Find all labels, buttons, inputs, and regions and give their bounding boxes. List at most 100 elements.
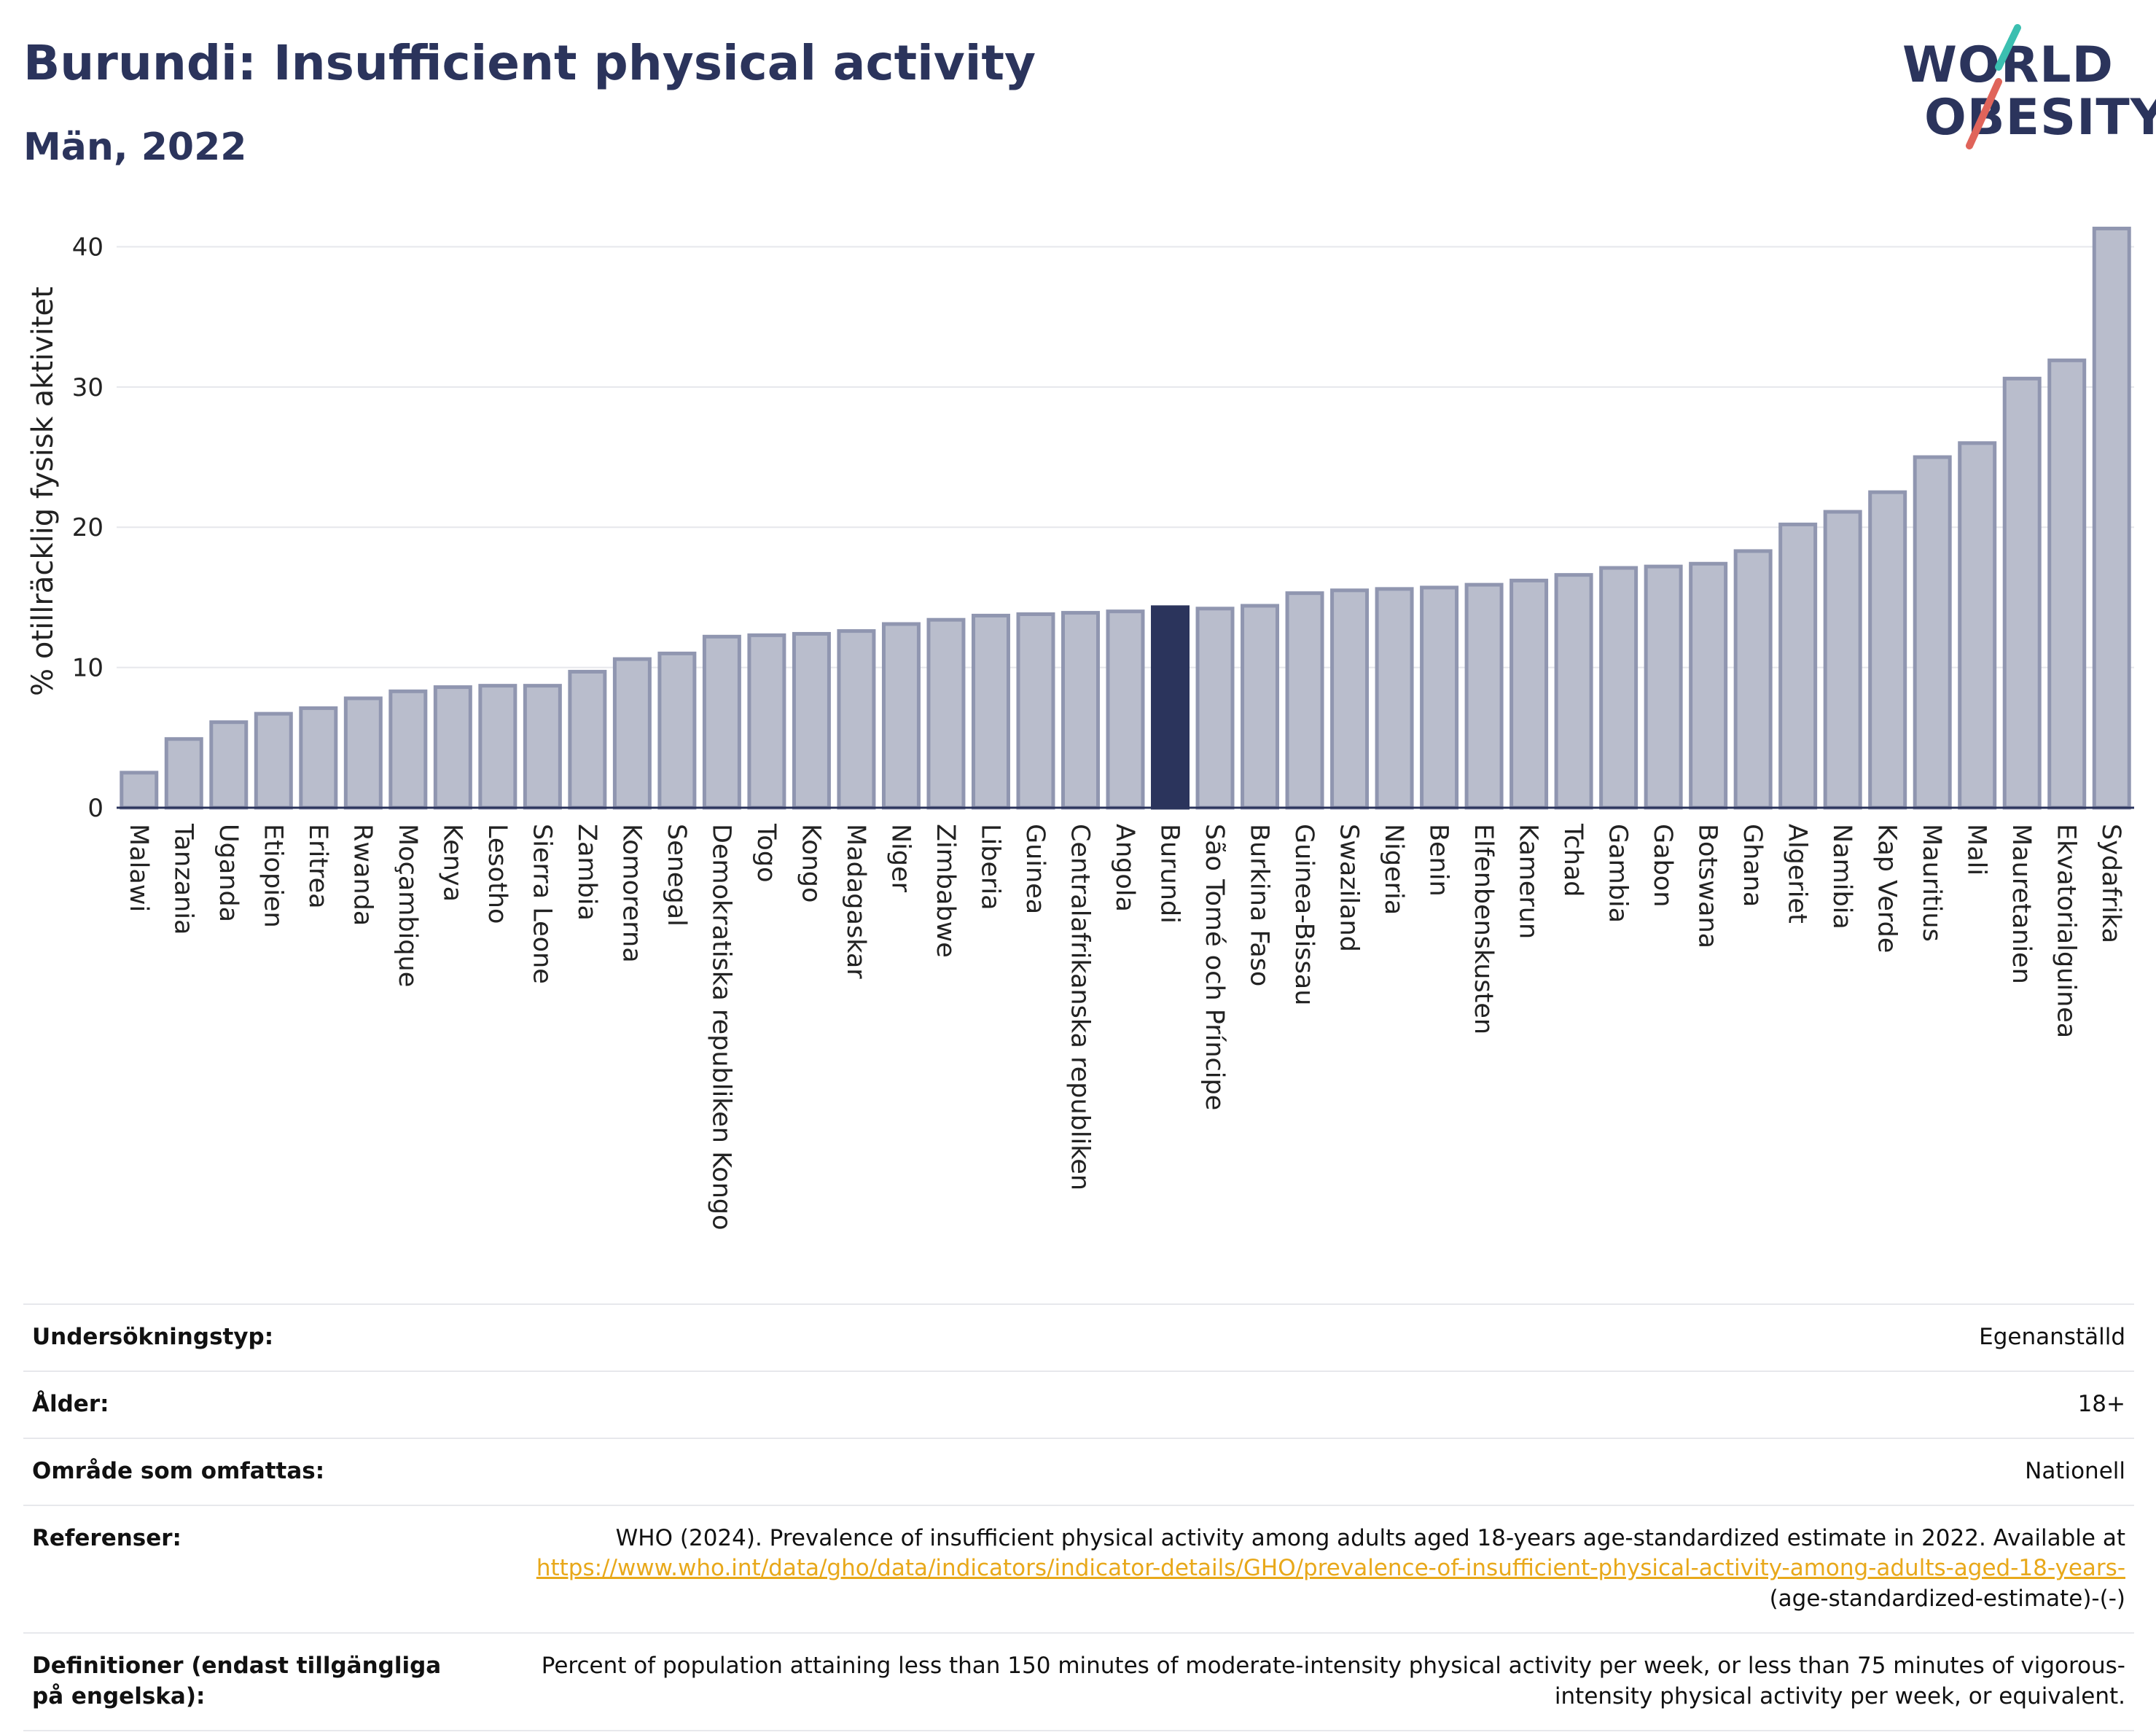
bar: [1913, 455, 1952, 810]
row-value: Egenanställd: [478, 1303, 2134, 1371]
bar: [2092, 226, 2131, 810]
bar: [881, 622, 921, 810]
bar: [433, 685, 472, 810]
x-tick-label: Kamerun: [1514, 824, 1543, 939]
bar: [1151, 605, 1190, 810]
bar: [209, 720, 249, 810]
x-tick-label: Mali: [1962, 824, 1991, 876]
x-tick-label: Ekvatorialguinea: [2052, 824, 2081, 1038]
x-tick-label: Niger: [886, 824, 915, 893]
bar: [702, 634, 741, 810]
bar: [254, 711, 293, 810]
row-label: Referenser:: [23, 1504, 478, 1634]
bar: [1823, 510, 1862, 810]
bar: [1599, 566, 1639, 810]
x-tick-label: Namibia: [1827, 824, 1856, 929]
x-tick-label: Mauritius: [1917, 824, 1946, 942]
bar: [2047, 358, 2087, 810]
reference-text: WHO (2024). Prevalence of insufficient p…: [615, 1524, 2125, 1551]
bar-chart: 0 10 20 30 40 % otillräcklig fysisk aktivitet…: [26, 226, 2134, 1231]
bar: [1958, 441, 1997, 810]
row-label: Ålder:: [23, 1370, 478, 1438]
x-tick-label: Guinea: [1020, 824, 1050, 914]
bar: [164, 737, 203, 810]
bar: [1689, 561, 1728, 810]
row-label: Undersökningstyp:: [23, 1303, 478, 1371]
x-tick-label: Uganda: [214, 824, 243, 922]
y-axis-label: % otillräcklig fysisk aktivitet: [26, 286, 60, 696]
x-tick-label: Liberia: [975, 824, 1004, 911]
metadata-table: Undersökningstyp: Egenanställd Ålder: 18…: [23, 1303, 2134, 1731]
chart-title: Burundi: Insufficient physical activity: [23, 35, 1036, 91]
x-tick-label: Kenya: [437, 824, 466, 902]
x-tick-label: Malawi: [124, 824, 153, 912]
x-tick-label: Sierra Leone: [527, 824, 556, 984]
bar: [1644, 564, 1683, 810]
y-tick-label: 30: [72, 373, 103, 402]
x-tick-label: Botswana: [1693, 824, 1722, 948]
bar: [1061, 611, 1100, 810]
y-tick-label: 10: [72, 654, 103, 683]
bar: [837, 629, 876, 810]
x-tick-label: Algeriet: [1783, 824, 1812, 924]
bar: [523, 684, 562, 810]
bar: [792, 631, 831, 810]
bar: [1420, 585, 1459, 810]
x-tick-label: Sydafrika: [2096, 824, 2125, 943]
row-value: Percent of population attaining less tha…: [478, 1632, 2134, 1731]
x-tick-label: Togo: [751, 823, 781, 882]
x-tick-label: São Tomé och Príncipe: [1200, 824, 1229, 1110]
x-tick-label: Benin: [1424, 824, 1453, 897]
x-tick-label: Kongo: [796, 824, 825, 902]
x-tick-label: Demokratiska republiken Kongo: [706, 824, 735, 1231]
bar: [612, 657, 652, 810]
bar: [1554, 573, 1593, 810]
x-tick-label: Elfenbenskusten: [1469, 824, 1498, 1034]
bar: [1285, 591, 1324, 810]
bar: [1195, 607, 1235, 810]
x-tick-label: Komorerna: [617, 824, 646, 963]
x-tick-label: Ghana: [1738, 824, 1767, 907]
row-label: Område som omfattas:: [23, 1437, 478, 1505]
x-tick-label: Gambia: [1604, 824, 1633, 923]
x-tick-label: Moçambique: [393, 824, 422, 987]
x-tick-label: Gabon: [1648, 824, 1677, 907]
row-value: WHO (2024). Prevalence of insufficient p…: [478, 1504, 2134, 1634]
x-tick-label: Eritrea: [303, 824, 332, 909]
x-tick-label: Etiopien: [258, 824, 287, 928]
x-tick-label: Kap Verde: [1872, 824, 1902, 953]
bar: [120, 771, 159, 810]
table-row: Referenser: WHO (2024). Prevalence of in…: [23, 1504, 2134, 1634]
x-tick-label: Angola: [1110, 824, 1139, 912]
x-tick-label: Zambia: [572, 824, 601, 921]
bar: [299, 706, 338, 810]
bar: [1868, 490, 1907, 810]
x-tick-label: Senegal: [662, 824, 691, 927]
y-tick-label: 40: [72, 233, 103, 262]
bar: [1375, 587, 1414, 810]
x-tick-label: Swaziland: [1335, 824, 1364, 952]
bar: [1016, 612, 1055, 810]
row-value: 18+: [478, 1370, 2134, 1438]
logo-slash-icon: [1966, 24, 2021, 149]
x-tick-label: Centralafrikanska republiken: [1065, 824, 1094, 1190]
table-row: Område som omfattas: Nationell: [23, 1437, 2134, 1505]
bar: [388, 689, 428, 810]
reference-suffix: (age-standardized-estimate)-(-): [1769, 1586, 2125, 1613]
bar: [971, 613, 1010, 810]
table-row: Ålder: 18+: [23, 1370, 2134, 1438]
bar: [568, 669, 607, 810]
y-tick-label: 20: [72, 513, 103, 542]
reference-link[interactable]: https://www.who.int/data/gho/data/indica…: [536, 1555, 2125, 1582]
x-tick-label: Mauretanien: [2007, 824, 2036, 984]
x-tick-label: Zimbabwe: [931, 824, 960, 958]
chart-subtitle: Män, 2022: [23, 125, 247, 169]
world-obesity-logo: WORLD OBESITY: [1902, 22, 2156, 153]
bar: [1106, 609, 1145, 810]
table-row: Definitioner (endast tillgängliga på eng…: [23, 1632, 2134, 1731]
row-value: Nationell: [478, 1437, 2134, 1505]
row-label: Definitioner (endast tillgängliga på eng…: [23, 1632, 478, 1731]
x-tick-label: Burundi: [1155, 824, 1184, 924]
x-tick-label: Madagaskar: [841, 824, 870, 979]
bar: [1464, 582, 1504, 810]
